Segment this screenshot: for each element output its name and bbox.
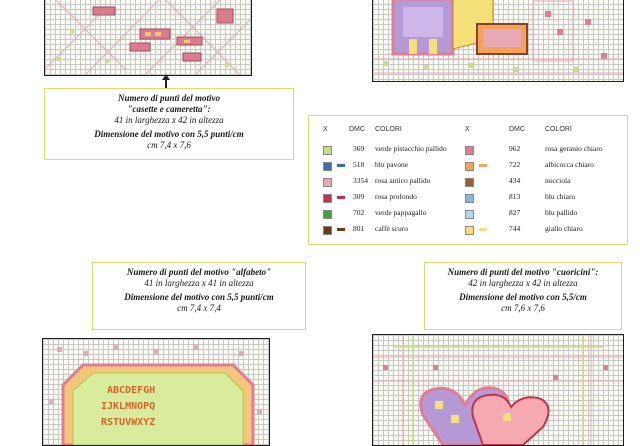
motif-title: Numero di punti del motivo "alfabeto" — [126, 267, 272, 277]
info-alfabeto: Numero di punti del motivo "alfabeto" 41… — [92, 262, 306, 330]
center-arrow-icon — [162, 74, 170, 88]
legend-dmc-code: 722 — [509, 160, 521, 169]
legend-dmc-code: 369 — [353, 144, 365, 153]
legend-color-name: nocciola — [545, 176, 571, 185]
legend-dmc-code: 309 — [353, 192, 365, 201]
info-casette: Numero di punti del motivo "casette e ca… — [44, 88, 294, 160]
backstitch-line-icon — [337, 196, 345, 199]
legend-color-name: caffè scuro — [375, 224, 408, 233]
motif-name: "casette e cameretta": — [127, 104, 211, 114]
stitch-symbol-icon — [323, 226, 332, 235]
legend-color-name: verde pappagallo — [375, 208, 427, 217]
color-legend: X DMC COLORI X DMC COLORI 369 verde pista… — [308, 115, 628, 245]
legend-color-name: rosa antico pallido — [375, 176, 431, 185]
motif-size: 41 in larghezza x 42 in altezza — [114, 115, 224, 125]
legend-header-colori: COLORI — [375, 126, 402, 133]
motif-dim-value: cm 7,4 x 7,4 — [177, 303, 221, 313]
stitch-symbol-icon — [323, 162, 332, 171]
legend-color-name: albicocca chiaro — [545, 160, 594, 169]
stitch-symbol-icon — [323, 210, 332, 219]
backstitch-line-icon — [479, 228, 487, 231]
legend-color-name: blu chiaro — [545, 192, 576, 201]
legend-color-name: rosa geranio chiaro — [545, 144, 603, 153]
stitch-symbol-icon — [465, 226, 474, 235]
stitch-symbol-icon — [465, 162, 474, 171]
legend-header-colori-2: COLORI — [545, 126, 572, 133]
legend-row: 518 blu pavone — [309, 160, 627, 172]
motif-title: Numero di punti del motivo — [117, 93, 220, 103]
stitch-symbol-icon — [465, 210, 474, 219]
legend-dmc-code: 518 — [353, 160, 365, 169]
legend-row: 702 verde pappagallo — [309, 208, 627, 220]
legend-color-name: rosa profondo — [375, 192, 417, 201]
chart-alfabeto: ABCDEFGH IJKLMNOPQ RSTUVWXYZ — [42, 338, 270, 446]
chart-cameretta-pattern — [373, 0, 623, 74]
legend-dmc-code: 801 — [353, 224, 365, 233]
legend-dmc-code: 813 — [509, 192, 521, 201]
backstitch-line-icon — [337, 228, 345, 231]
legend-row: 801 caffè scuro — [309, 224, 627, 236]
legend-color-name: blu pallido — [545, 208, 578, 217]
motif-dim-title: Dimensione del motivo con 5,5 punti/cm — [94, 129, 244, 139]
legend-row: 744 giallo chiaro — [309, 224, 627, 236]
stitch-symbol-icon — [323, 194, 332, 203]
chart-cuoricini — [372, 334, 624, 446]
chart-casette-top — [44, 0, 252, 76]
legend-dmc-code: 962 — [509, 144, 521, 153]
backstitch-line-icon — [479, 164, 487, 167]
legend-dmc-code: 3354 — [353, 176, 368, 185]
legend-dmc-code: 702 — [353, 208, 365, 217]
legend-dmc-code: 827 — [509, 208, 521, 217]
motif-dim-value: cm 7,4 x 7,6 — [147, 140, 191, 150]
legend-header-x-2: X — [465, 126, 470, 133]
chart-cameretta-top — [372, 0, 624, 82]
stitch-symbol-icon — [323, 146, 332, 155]
legend-color-name: verde pistacchio pallido — [375, 144, 447, 153]
stitch-symbol-icon — [323, 178, 332, 187]
legend-row: 369 verde pistacchio pallido — [309, 144, 627, 156]
legend-row: 813 blu chiaro — [309, 192, 627, 204]
alphabet-row-1: ABCDEFGH — [107, 385, 155, 396]
legend-color-name: blu pavone — [375, 160, 409, 169]
motif-dim-value: cm 7,6 x 7,6 — [501, 303, 545, 313]
motif-dim-title: Dimensione del motivo con 5,5/cm — [459, 292, 587, 302]
motif-title: Numero di punti del motivo "cuoricini": — [447, 267, 599, 277]
backstitch-line-icon — [337, 164, 345, 167]
stitch-symbol-icon — [465, 194, 474, 203]
legend-header-dmc: DMC — [349, 126, 365, 133]
legend-row: 434 nocciola — [309, 176, 627, 188]
info-cuoricini: Numero di punti del motivo "cuoricini": … — [424, 262, 622, 330]
legend-row: 722 albicocca chiaro — [309, 160, 627, 172]
alphabet-row-2: IJKLMNOPQ — [101, 401, 155, 412]
chart-alfabeto-pattern: ABCDEFGH IJKLMNOPQ RSTUVWXYZ — [49, 345, 262, 445]
motif-dim-title: Dimensione del motivo con 5,5 punti/cm — [124, 292, 274, 302]
legend-color-name: giallo chiaro — [545, 224, 583, 233]
legend-row: 3354 rosa antico pallido — [309, 176, 627, 188]
stitch-symbol-icon — [465, 146, 474, 155]
legend-dmc-code: 434 — [509, 176, 521, 185]
chart-cuoricini-pattern — [373, 335, 623, 445]
alphabet-row-3: RSTUVWXYZ — [101, 417, 155, 428]
motif-size: 41 in larghezza x 41 in altezza — [144, 278, 254, 288]
stitch-symbol-icon — [465, 178, 474, 187]
legend-row: 309 rosa profondo — [309, 192, 627, 204]
chart-casette-pattern — [45, 0, 251, 75]
legend-dmc-code: 744 — [509, 224, 521, 233]
legend-header-x: X — [323, 126, 328, 133]
motif-size: 42 in larghezza x 42 in altezza — [468, 278, 578, 288]
legend-header-dmc-2: DMC — [509, 126, 525, 133]
legend-row: 827 blu pallido — [309, 208, 627, 220]
legend-row: 962 rosa geranio chiaro — [309, 144, 627, 156]
